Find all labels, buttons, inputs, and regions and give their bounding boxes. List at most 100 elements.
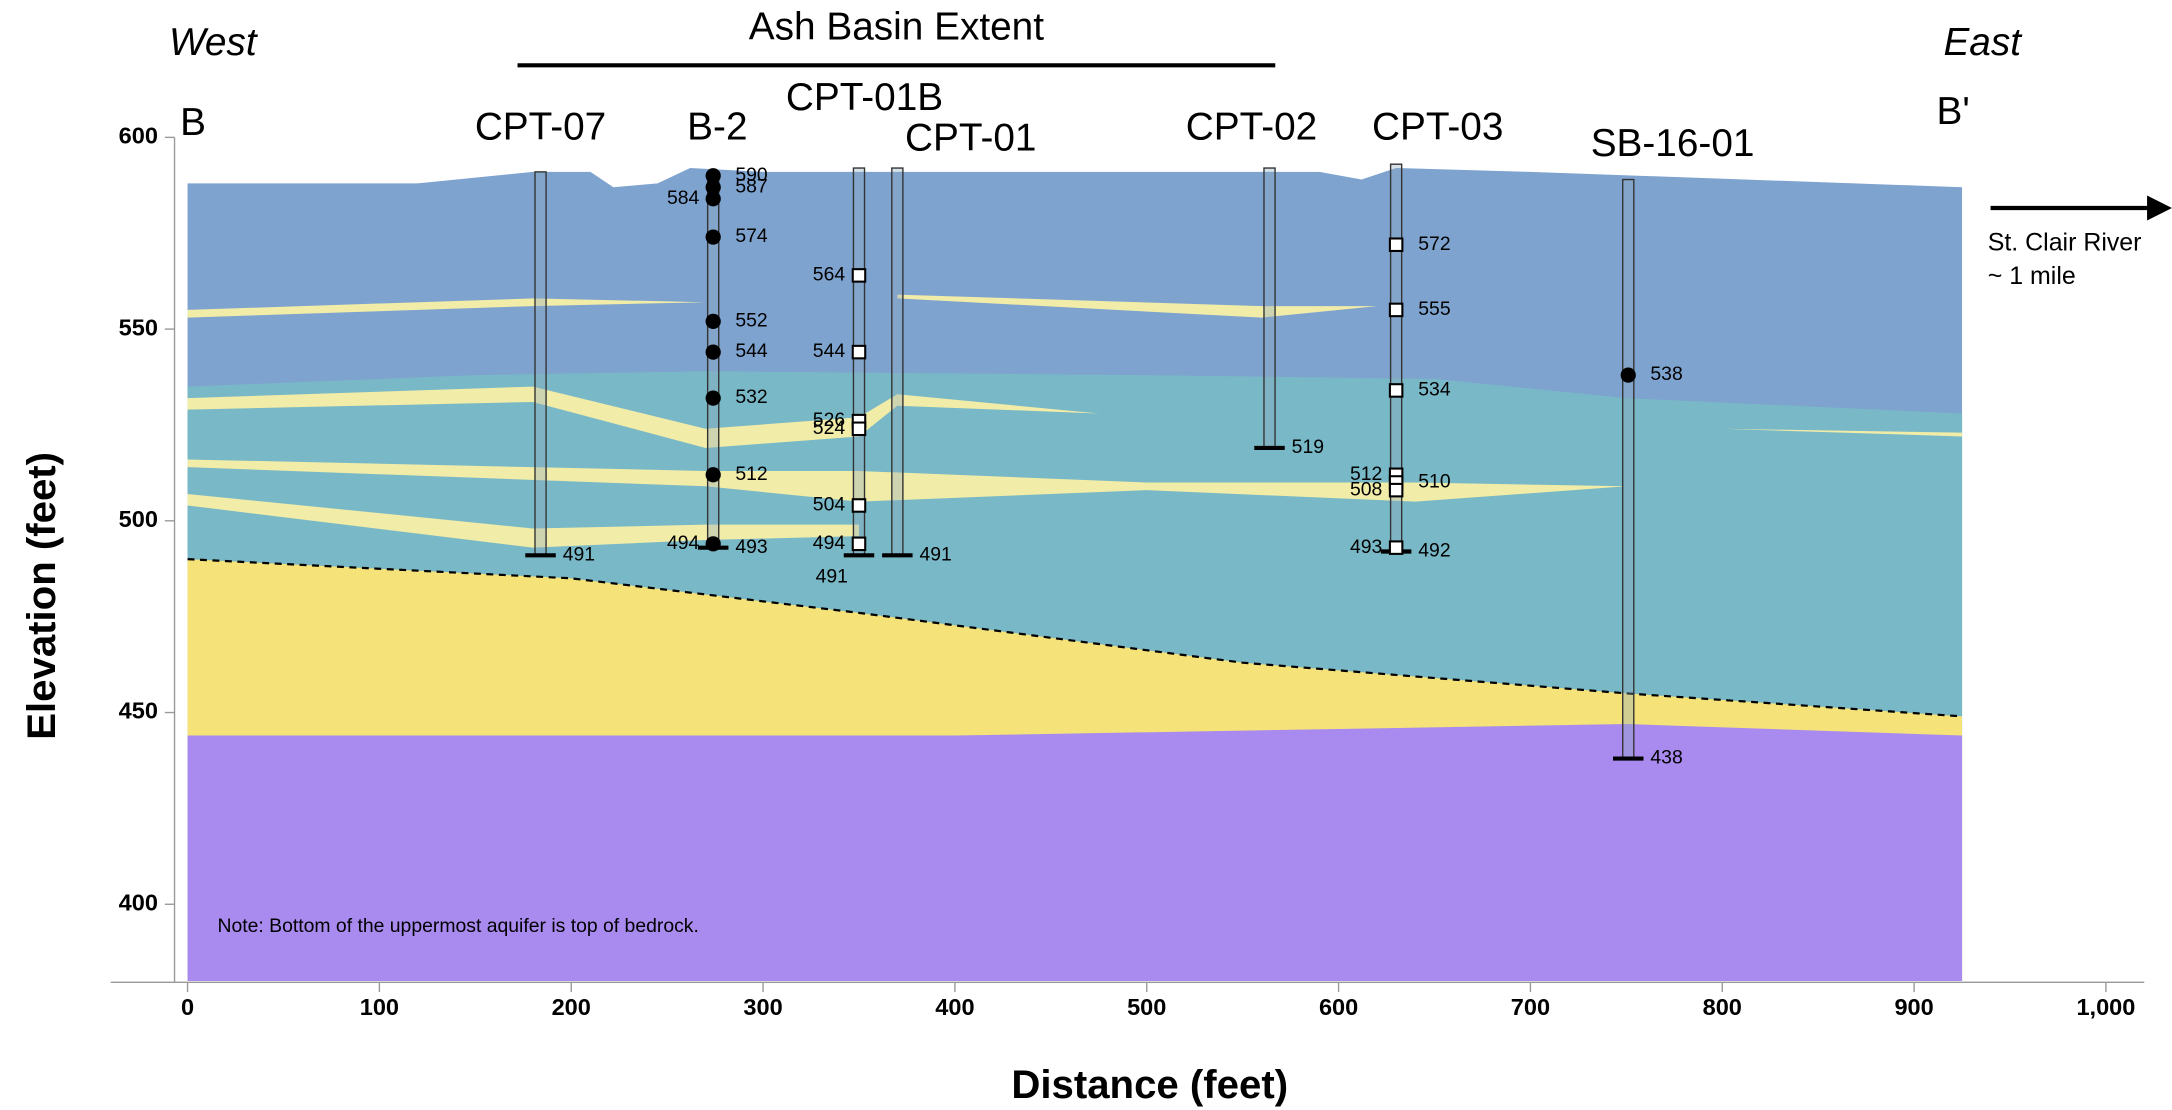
boring-column — [534, 171, 547, 557]
sand-lens — [897, 294, 1377, 318]
sample-label: 534 — [1418, 379, 1451, 401]
boring-bottom-label: 438 — [1650, 747, 1682, 769]
layer — [187, 724, 1963, 981]
sample-label: 584 — [667, 187, 700, 209]
boring-name: CPT-02 — [1186, 105, 1317, 148]
boring-bottom-label: 491 — [563, 543, 595, 565]
sample-label: 574 — [735, 225, 768, 247]
sample-dot — [705, 467, 721, 483]
sample-label: 494 — [813, 532, 846, 554]
sample-dot — [705, 191, 721, 207]
river-distance: ~ 1 mile — [1988, 262, 2076, 290]
y-tick-label: 550 — [119, 314, 158, 340]
boring-name: CPT-03 — [1372, 105, 1503, 148]
x-tick-label: 200 — [552, 994, 591, 1020]
y-axis-title: Elevation (feet) — [19, 452, 64, 740]
sample-label: 512 — [735, 463, 767, 485]
sample-square — [1388, 383, 1404, 398]
sample-dot — [705, 229, 721, 245]
sample-square — [851, 421, 867, 437]
sample-label: 512 — [1350, 463, 1382, 485]
layers — [187, 168, 1963, 981]
sample-dot — [705, 168, 721, 184]
boring-column — [1622, 178, 1635, 760]
sample-dot — [1620, 367, 1636, 383]
sample-square — [1388, 540, 1404, 555]
boring-name: CPT-01B — [786, 76, 943, 119]
x-tick-label: 400 — [935, 994, 974, 1020]
west-label: West — [169, 21, 259, 64]
sample-square — [1388, 237, 1404, 252]
x-tick-label: 700 — [1511, 994, 1550, 1020]
sample-square — [851, 536, 867, 552]
sample-label: 510 — [1418, 471, 1451, 493]
y-tick-label: 500 — [119, 506, 158, 532]
boring-bottom-label: 493 — [735, 536, 767, 558]
sample-label: 526 — [813, 409, 845, 431]
boring-column — [852, 167, 866, 557]
sample-square — [1388, 302, 1404, 318]
y-tick-label: 400 — [119, 889, 158, 915]
sample-label: 524 — [813, 417, 846, 439]
x-axis-title: Distance (feet) — [1011, 1062, 1288, 1107]
river-name: St. Clair River — [1988, 229, 2142, 257]
x-tick-label: 100 — [360, 994, 399, 1020]
boring-column — [891, 167, 904, 557]
x-tick-label: 300 — [743, 994, 782, 1020]
boring-name: B-2 — [687, 105, 747, 148]
x-tick-label: 1,000 — [2076, 994, 2135, 1020]
sample-label: 552 — [735, 310, 767, 332]
section-end: B' — [1937, 90, 1970, 133]
sand-lens — [187, 459, 1627, 502]
sample-label: 572 — [1418, 233, 1450, 255]
river-arrowhead — [2147, 195, 2172, 221]
sample-label: 538 — [1650, 363, 1682, 385]
sand-lens — [187, 386, 1099, 448]
note: Note: Bottom of the uppermost aquifer is… — [217, 915, 698, 937]
x-tick-label: 900 — [1894, 994, 1933, 1020]
sand-lens — [187, 493, 859, 548]
sample-square — [851, 344, 867, 360]
sample-dot — [705, 344, 721, 360]
sample-label: 493 — [1350, 536, 1382, 558]
sample-dot — [705, 536, 721, 552]
boring-name: SB-16-01 — [1591, 122, 1755, 165]
sample-square — [851, 498, 867, 513]
boring-column — [706, 171, 720, 549]
sample-square — [851, 268, 867, 283]
sample-label: 555 — [1418, 298, 1450, 320]
x-tick-label: 500 — [1127, 994, 1166, 1020]
x-tick-label: 0 — [181, 994, 194, 1020]
boring-bottom-label: 491 — [816, 566, 848, 588]
sample-label: 504 — [813, 494, 846, 516]
boring-bottom-label: 492 — [1418, 540, 1450, 562]
sample-label: 587 — [735, 175, 767, 197]
sample-label: 494 — [667, 532, 700, 554]
sample-square — [1388, 482, 1404, 498]
sample-dot — [705, 313, 721, 330]
east-label: East — [1943, 21, 2023, 64]
boring-bottom-label: 519 — [1292, 436, 1324, 458]
sample-label: 532 — [735, 386, 767, 408]
x-tick-label: 600 — [1319, 994, 1358, 1020]
sand-lens — [187, 298, 706, 318]
sample-label: 544 — [735, 340, 768, 362]
section-start: B — [180, 101, 206, 144]
sample-label: 508 — [1350, 478, 1382, 500]
y-tick-label: 450 — [119, 698, 158, 724]
y-tick-label: 600 — [119, 123, 158, 149]
sample-dot — [705, 390, 721, 406]
boring-column — [1263, 167, 1276, 449]
sample-label: 544 — [813, 340, 846, 362]
sample-label: 590 — [735, 164, 768, 186]
boring-name: CPT-07 — [475, 105, 606, 148]
boring-name: CPT-01 — [905, 116, 1036, 159]
boring-bottom-label: 491 — [920, 543, 952, 565]
ash-basin-label: Ash Basin Extent — [749, 6, 1044, 49]
aquifer-bottom-line — [187, 558, 1963, 718]
sample-label: 564 — [813, 264, 846, 286]
sand-lens — [1722, 428, 1963, 437]
x-tick-label: 800 — [1703, 994, 1742, 1020]
